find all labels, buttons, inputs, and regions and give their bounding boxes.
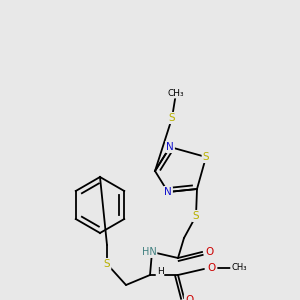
- Text: S: S: [193, 211, 199, 221]
- Text: S: S: [104, 259, 110, 269]
- Text: O: O: [207, 263, 215, 273]
- Text: O: O: [205, 247, 213, 257]
- Text: N: N: [164, 187, 172, 197]
- Text: O: O: [185, 295, 193, 300]
- Text: N: N: [166, 142, 174, 152]
- Text: CH₃: CH₃: [231, 263, 247, 272]
- Text: CH₃: CH₃: [168, 88, 184, 98]
- Text: S: S: [169, 113, 175, 123]
- Text: S: S: [203, 152, 209, 162]
- Text: H: H: [157, 266, 164, 275]
- Text: HN: HN: [142, 247, 156, 257]
